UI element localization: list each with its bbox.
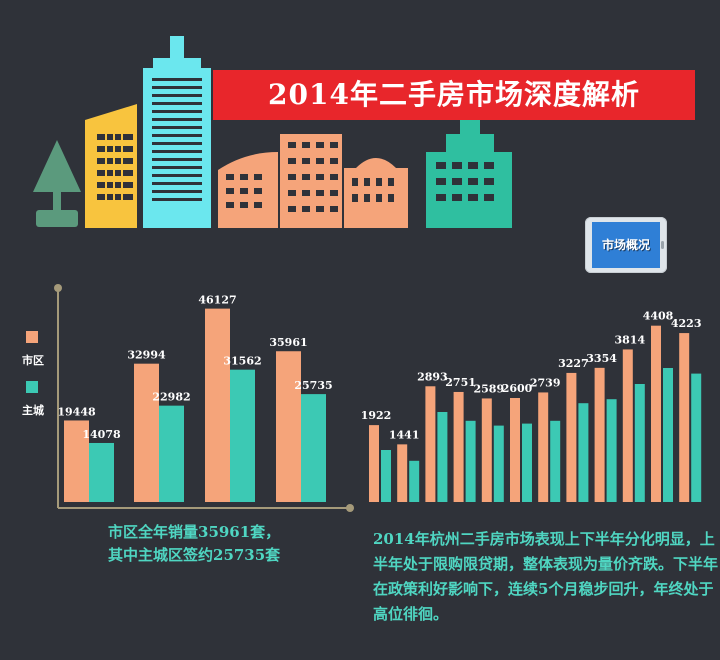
- chart1-axis-dot-top: [54, 284, 62, 292]
- legend-label-main: 主城: [22, 403, 44, 417]
- bar-main-0: [89, 442, 114, 502]
- left-caption: 市区全年销量35961套， 其中主城区签约25735套: [108, 521, 338, 567]
- skyline-illustration: [33, 36, 512, 228]
- monthly-bar-b-10: [663, 368, 673, 502]
- bar-city-0: [64, 420, 89, 502]
- tower-building-icon: [143, 36, 211, 228]
- bar-main-3: [301, 394, 326, 502]
- monthly-bar-b-2: [437, 412, 448, 502]
- right-caption: 2014年杭州二手房市场表现上下半年分化明显，上半年处于限购限贷期，整体表现为量…: [373, 530, 719, 623]
- tree-icon: [33, 140, 81, 227]
- market-overview-badge: 市场概况: [585, 217, 667, 273]
- monthly-bar-label-6: 2739: [530, 376, 561, 389]
- monthly-bar-a-10: [651, 325, 661, 502]
- bar-main-1: [159, 405, 184, 502]
- monthly-bar-a-9: [622, 349, 633, 502]
- domed-building-icon: [344, 158, 408, 228]
- tablet-button-icon: [661, 241, 664, 249]
- bar-label-city-1: 32994: [127, 349, 166, 362]
- chart1-axis-dot-right: [346, 504, 354, 512]
- bar-city-1: [134, 363, 159, 502]
- monthly-bar-label-9: 3814: [614, 333, 645, 346]
- bar-label-main-0: 14078: [82, 428, 121, 441]
- yellow-building-icon: [85, 104, 137, 228]
- monthly-bar-label-11: 4223: [671, 317, 702, 330]
- monthly-bar-b-0: [381, 450, 391, 502]
- badge-label: 市场概况: [592, 222, 660, 268]
- monthly-bar-label-8: 3354: [586, 352, 617, 365]
- monthly-bar-label-3: 2751: [445, 376, 476, 389]
- monthly-bar-label-5: 2600: [502, 382, 533, 395]
- monthly-bar-b-11: [691, 373, 702, 502]
- mid-building-icon: [280, 134, 342, 228]
- monthly-bar-b-6: [550, 420, 561, 502]
- monthly-bar-b-3: [465, 420, 476, 502]
- monthly-bar-a-7: [566, 372, 577, 502]
- monthly-bar-label-1: 1441: [389, 428, 420, 441]
- bar-label-city-0: 19448: [57, 405, 96, 418]
- legend-label-city: 市区: [22, 353, 44, 367]
- chart1-legend: 市区 主城: [22, 331, 44, 417]
- monthly-bar-a-1: [397, 444, 408, 502]
- monthly-bar-label-10: 4408: [643, 310, 674, 323]
- left-caption-line1: 市区全年销量35961套，: [108, 523, 281, 541]
- monthly-bar-b-9: [634, 384, 645, 502]
- page-title: 2014年二手房市场深度解析: [213, 70, 695, 120]
- monthly-bar-a-11: [679, 333, 690, 502]
- monthly-bar-label-2: 2893: [417, 370, 448, 383]
- bar-main-2: [230, 369, 255, 502]
- legend-swatch-city: [26, 331, 38, 343]
- bar-label-city-2: 46127: [198, 294, 236, 307]
- monthly-bar-label-0: 1922: [361, 409, 392, 422]
- monthly-bar-a-4: [481, 398, 492, 502]
- bar-label-main-3: 25735: [294, 379, 332, 392]
- bar-label-main-2: 31562: [223, 355, 261, 368]
- monthly-bar-b-5: [522, 423, 532, 502]
- monthly-bar-b-4: [493, 425, 504, 502]
- legend-swatch-main: [26, 381, 38, 393]
- green-building-icon: [426, 118, 512, 228]
- left-caption-line2: 其中主城区签约25735套: [108, 546, 281, 564]
- bar-label-main-1: 22982: [152, 391, 190, 404]
- monthly-bar-b-1: [409, 460, 420, 502]
- monthly-bar-a-6: [538, 392, 549, 502]
- monthly-bar-label-7: 3227: [558, 357, 589, 370]
- monthly-bar-b-7: [578, 403, 589, 502]
- monthly-bar-label-4: 2589: [473, 382, 504, 395]
- monthly-bar-a-5: [510, 398, 520, 502]
- bar-city-2: [205, 308, 230, 502]
- low-building-icon: [218, 152, 278, 228]
- monthly-bar-a-0: [369, 425, 379, 502]
- monthly-bar-a-3: [453, 391, 464, 502]
- monthly-bar-a-8: [594, 367, 605, 502]
- bar-label-city-3: 35961: [269, 336, 307, 349]
- bar-city-3: [276, 351, 301, 502]
- monthly-bar-a-2: [425, 386, 436, 502]
- monthly-bar-b-8: [606, 399, 617, 502]
